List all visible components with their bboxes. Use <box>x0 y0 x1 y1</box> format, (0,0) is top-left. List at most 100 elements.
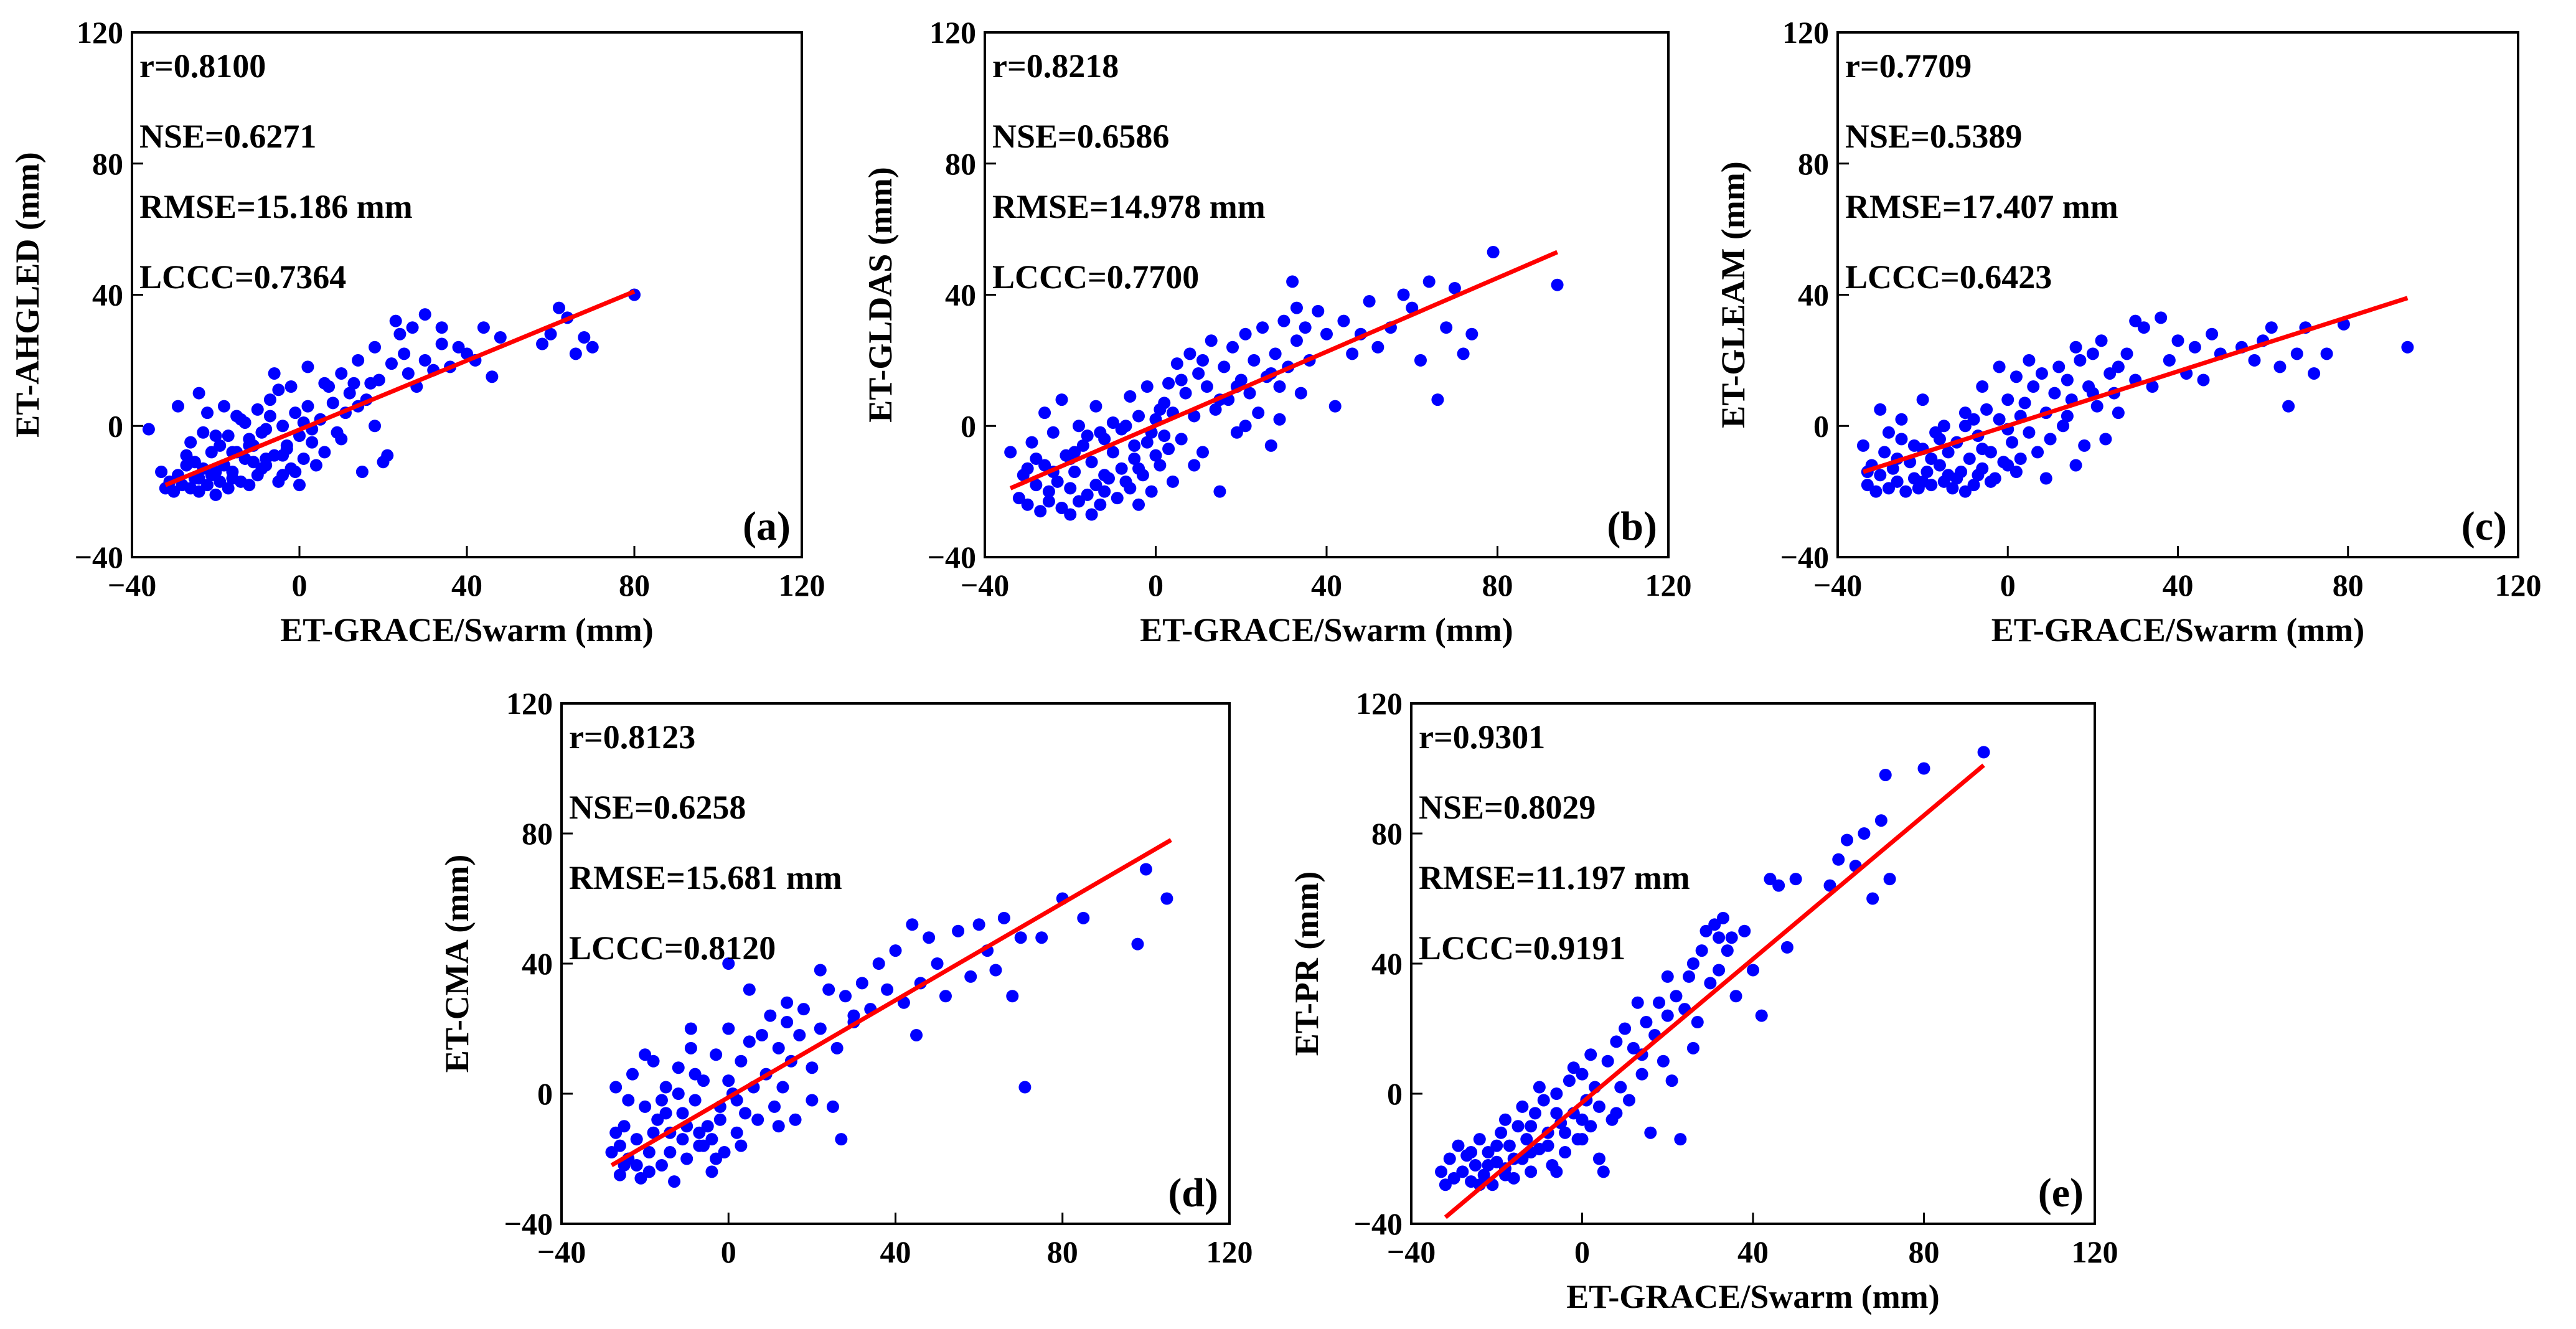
data-point <box>1119 475 1132 488</box>
y-tick-label: 0 <box>1387 1076 1403 1111</box>
data-point <box>1030 479 1043 492</box>
fit-line <box>1009 250 1558 491</box>
data-point <box>1895 433 1908 446</box>
stat-annotation: RMSE=14.978 mm <box>992 188 1266 225</box>
data-point <box>1132 410 1145 423</box>
panel-label: (e) <box>2038 1170 2084 1216</box>
data-point <box>2171 334 2184 347</box>
data-point <box>713 1113 726 1126</box>
data-point <box>1018 1081 1032 1094</box>
data-point <box>1179 387 1192 400</box>
data-point <box>2061 373 2074 387</box>
data-point <box>672 1061 685 1074</box>
x-axis-label: ET-GRACE/Swarm (mm) <box>1140 611 1513 649</box>
data-point <box>1563 1074 1576 1087</box>
data-point <box>989 964 1002 977</box>
data-point <box>1014 931 1027 944</box>
data-point <box>1320 327 1333 340</box>
data-point <box>1055 501 1068 514</box>
data-point <box>672 1087 685 1100</box>
x-tick-label: −40 <box>1387 1234 1436 1269</box>
data-point <box>1034 505 1047 518</box>
data-point <box>1055 393 1068 406</box>
data-point <box>1337 314 1350 327</box>
data-point <box>1967 479 1980 492</box>
data-point <box>2265 321 2278 334</box>
data-point <box>1525 1120 1538 1133</box>
data-point <box>1154 459 1167 472</box>
data-point <box>2039 472 2052 485</box>
data-point <box>1866 892 1879 905</box>
data-point <box>1477 1168 1490 1181</box>
data-point <box>309 459 322 472</box>
data-point <box>1094 426 1107 439</box>
data-point <box>1891 475 1904 488</box>
data-point <box>251 403 264 416</box>
y-tick-label: −40 <box>75 540 124 575</box>
data-point <box>1764 873 1777 886</box>
data-point <box>1166 475 1179 488</box>
data-point <box>406 321 419 334</box>
data-point <box>651 1113 664 1126</box>
data-point <box>1713 931 1726 944</box>
data-point <box>1708 918 1721 931</box>
data-point <box>1946 482 1959 495</box>
data-point <box>2188 340 2201 354</box>
data-point <box>1780 941 1793 954</box>
data-point <box>1738 924 1751 937</box>
stat-annotation: r=0.8218 <box>992 47 1119 85</box>
data-point <box>1789 873 1802 886</box>
data-point <box>1328 400 1342 413</box>
data-point <box>2031 446 2044 459</box>
data-point <box>710 1152 723 1165</box>
y-tick-label: 80 <box>1371 816 1403 851</box>
data-point <box>2069 340 2082 354</box>
data-point <box>1132 498 1145 511</box>
data-point <box>889 944 902 957</box>
data-point <box>1004 446 1017 459</box>
data-point <box>343 387 356 400</box>
data-point <box>964 970 977 983</box>
data-point <box>1635 1068 1648 1081</box>
data-point <box>301 360 314 373</box>
data-point <box>1440 321 1453 334</box>
data-point <box>839 990 852 1003</box>
data-point <box>243 479 256 492</box>
x-tick-label: 40 <box>2163 568 2194 603</box>
data-point <box>1498 1113 1511 1126</box>
data-point <box>739 1107 752 1120</box>
fit-line <box>164 289 636 487</box>
data-point <box>1175 433 1188 446</box>
data-point <box>1239 420 1252 433</box>
data-point <box>1917 762 1930 775</box>
data-point <box>872 957 885 970</box>
data-point <box>260 423 273 436</box>
data-point <box>536 337 549 350</box>
data-point <box>722 1074 735 1087</box>
data-point <box>1874 403 1887 416</box>
data-point <box>1874 469 1887 482</box>
data-point <box>881 983 894 996</box>
data-point <box>1840 834 1853 847</box>
data-point <box>209 430 222 443</box>
panel-label: (b) <box>1607 504 1657 549</box>
data-point <box>1644 1126 1657 1139</box>
data-point <box>477 321 490 334</box>
stat-annotation: LCCC=0.7364 <box>139 258 346 296</box>
data-point <box>634 1172 647 1185</box>
data-point <box>639 1048 652 1061</box>
data-point <box>1294 387 1307 400</box>
data-point <box>1264 439 1277 452</box>
data-point <box>389 314 402 327</box>
data-point <box>1183 347 1196 360</box>
data-point <box>806 1094 819 1107</box>
data-point <box>2061 410 2074 423</box>
stat-annotation: LCCC=0.8120 <box>569 929 776 967</box>
data-point <box>1933 459 1946 472</box>
data-point <box>668 1175 681 1188</box>
y-axis-label: ET-PR (mm) <box>1288 871 1325 1056</box>
panel-label: (a) <box>743 504 791 549</box>
data-point <box>1916 393 1929 406</box>
x-tick-label: −40 <box>108 568 157 603</box>
